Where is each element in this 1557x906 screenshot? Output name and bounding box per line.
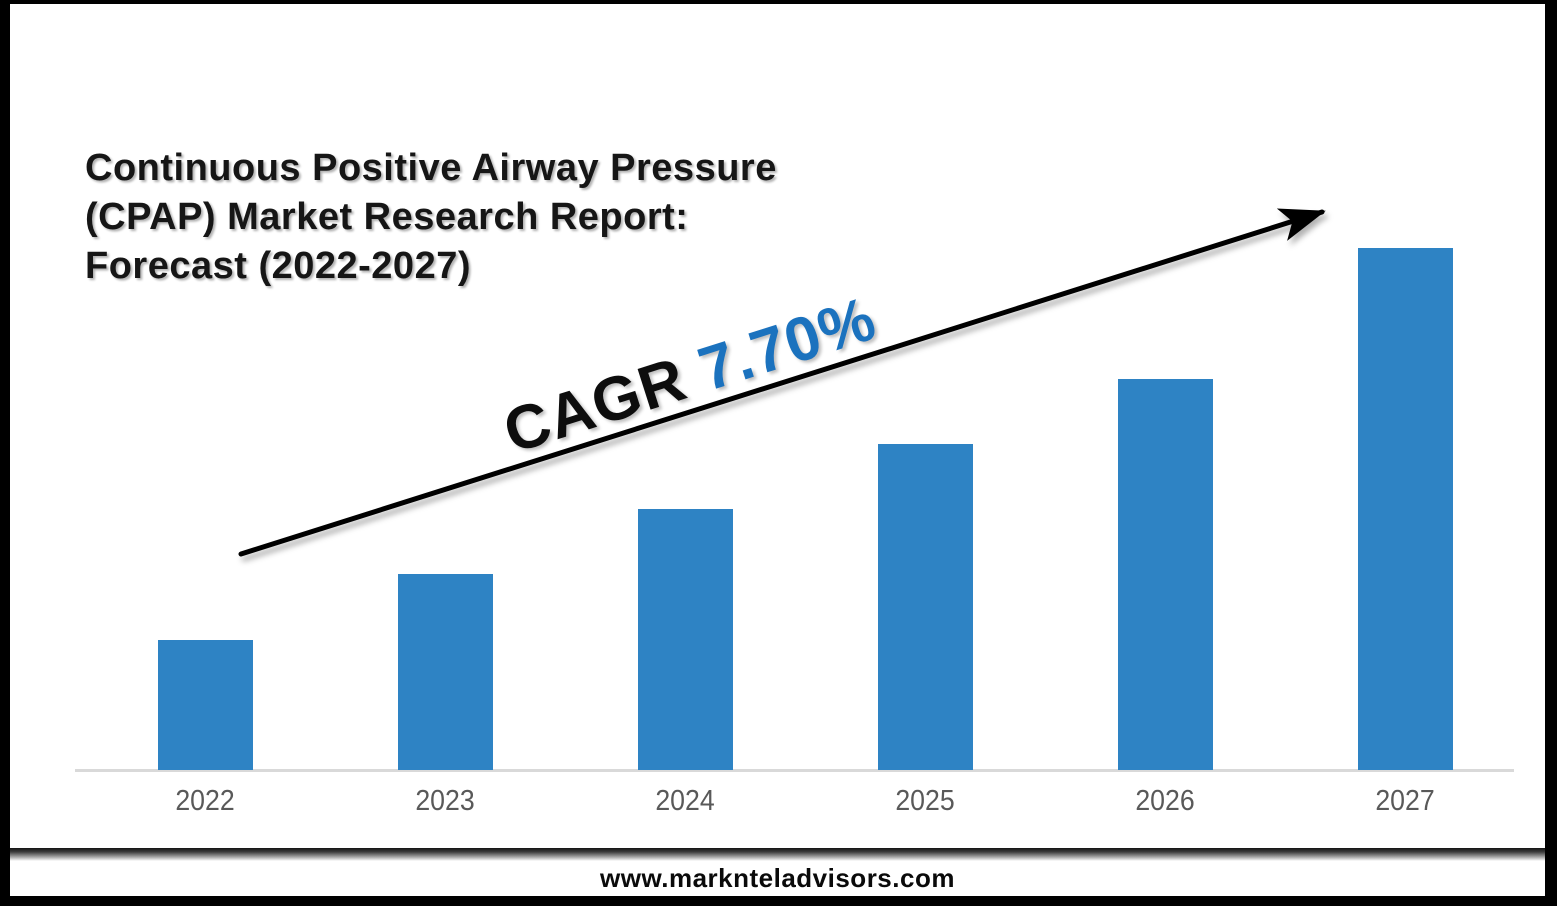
x-axis-label-2027: 2027 bbox=[1375, 785, 1435, 817]
x-axis-label-2022: 2022 bbox=[175, 785, 235, 817]
x-axis-label-2023: 2023 bbox=[415, 785, 475, 817]
x-axis-line bbox=[75, 769, 1514, 772]
bar-2023 bbox=[397, 574, 493, 770]
bar-2024 bbox=[637, 509, 733, 770]
footer-divider-shadow bbox=[10, 848, 1545, 861]
chart-title-line-1: Continuous Positive Airway Pressure bbox=[85, 147, 777, 189]
x-axis-label-2025: 2025 bbox=[895, 785, 955, 817]
website-url[interactable]: www.marknteladvisors.com bbox=[600, 863, 955, 893]
x-axis-label-2024: 2024 bbox=[655, 785, 715, 817]
chart-canvas: Continuous Positive Airway Pressure (CPA… bbox=[10, 4, 1545, 896]
footer-bar: www.marknteladvisors.com bbox=[10, 861, 1545, 896]
bar-2026 bbox=[1117, 379, 1213, 770]
bar-2025 bbox=[877, 444, 973, 770]
x-axis-label-2026: 2026 bbox=[1135, 785, 1195, 817]
bar-2022 bbox=[157, 640, 253, 770]
bar-2027 bbox=[1357, 248, 1453, 770]
bar-chart-plot-area: 2022 2023 2024 2025 2026 2027 bbox=[75, 210, 1514, 817]
